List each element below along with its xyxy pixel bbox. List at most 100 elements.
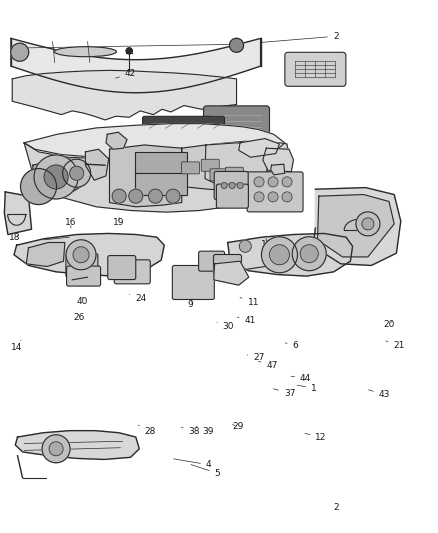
Circle shape <box>42 435 70 463</box>
Polygon shape <box>318 195 394 257</box>
Circle shape <box>21 168 57 205</box>
Text: 11: 11 <box>240 297 259 307</box>
Text: 5: 5 <box>191 465 220 478</box>
Text: 30: 30 <box>217 322 234 330</box>
Polygon shape <box>239 139 279 157</box>
Text: 40: 40 <box>77 297 88 305</box>
Polygon shape <box>26 243 65 266</box>
Text: 42: 42 <box>116 69 136 78</box>
Polygon shape <box>14 233 164 276</box>
Circle shape <box>230 38 244 52</box>
FancyBboxPatch shape <box>66 253 98 278</box>
FancyBboxPatch shape <box>225 167 244 179</box>
Polygon shape <box>205 143 267 189</box>
FancyBboxPatch shape <box>285 52 346 86</box>
Circle shape <box>269 245 290 265</box>
Circle shape <box>254 177 264 187</box>
Circle shape <box>221 182 227 189</box>
Text: 20: 20 <box>383 320 395 328</box>
Polygon shape <box>85 149 109 180</box>
FancyBboxPatch shape <box>181 162 200 174</box>
Polygon shape <box>214 261 249 285</box>
Polygon shape <box>4 192 32 235</box>
Circle shape <box>63 159 91 187</box>
FancyBboxPatch shape <box>108 255 136 280</box>
Polygon shape <box>33 157 88 195</box>
Text: 4: 4 <box>173 459 212 469</box>
FancyBboxPatch shape <box>216 184 248 208</box>
Text: 2: 2 <box>261 32 339 43</box>
Polygon shape <box>15 431 139 459</box>
Text: 29: 29 <box>232 422 244 431</box>
Text: 47: 47 <box>258 361 278 369</box>
Circle shape <box>268 177 278 187</box>
FancyBboxPatch shape <box>135 173 187 195</box>
Circle shape <box>148 189 162 203</box>
Circle shape <box>261 237 297 273</box>
Circle shape <box>34 155 78 199</box>
Polygon shape <box>106 132 127 149</box>
Text: 16: 16 <box>65 219 76 228</box>
Circle shape <box>282 177 292 187</box>
FancyBboxPatch shape <box>204 106 269 148</box>
Text: 24: 24 <box>129 294 146 303</box>
FancyBboxPatch shape <box>114 260 150 284</box>
Circle shape <box>73 247 89 263</box>
Text: 21: 21 <box>386 341 405 350</box>
Text: 38: 38 <box>181 427 200 436</box>
Text: 14: 14 <box>11 340 22 352</box>
Circle shape <box>49 442 63 456</box>
Circle shape <box>292 237 326 271</box>
Text: 12: 12 <box>305 433 327 441</box>
Circle shape <box>229 182 235 189</box>
Circle shape <box>237 182 243 189</box>
FancyBboxPatch shape <box>210 169 228 181</box>
Polygon shape <box>12 70 237 120</box>
FancyBboxPatch shape <box>67 266 101 286</box>
Polygon shape <box>24 124 285 161</box>
Text: 41: 41 <box>237 317 256 325</box>
Polygon shape <box>110 145 182 207</box>
Circle shape <box>239 240 251 252</box>
FancyBboxPatch shape <box>201 159 219 171</box>
Circle shape <box>129 189 143 203</box>
Text: 44: 44 <box>291 374 311 383</box>
Polygon shape <box>182 141 280 191</box>
Circle shape <box>166 189 180 203</box>
Text: 37: 37 <box>273 389 295 398</box>
Polygon shape <box>11 38 261 93</box>
Text: 17: 17 <box>351 235 371 243</box>
Circle shape <box>268 192 278 202</box>
FancyBboxPatch shape <box>213 254 241 279</box>
Circle shape <box>254 192 264 202</box>
FancyBboxPatch shape <box>172 265 214 300</box>
Circle shape <box>356 212 380 236</box>
Polygon shape <box>271 164 285 175</box>
Circle shape <box>126 48 132 54</box>
Text: 43: 43 <box>368 390 390 399</box>
Polygon shape <box>313 188 401 265</box>
FancyBboxPatch shape <box>247 172 303 212</box>
Text: 18: 18 <box>9 233 20 241</box>
Text: 19: 19 <box>113 217 124 227</box>
Text: 9: 9 <box>187 301 193 309</box>
Text: 28: 28 <box>138 425 156 436</box>
Circle shape <box>112 189 126 203</box>
Text: 2: 2 <box>333 503 339 512</box>
Ellipse shape <box>54 47 117 56</box>
Polygon shape <box>228 233 353 276</box>
Text: 39: 39 <box>196 426 214 436</box>
Text: 19: 19 <box>261 239 272 248</box>
Circle shape <box>362 218 374 230</box>
Text: 27: 27 <box>247 353 265 361</box>
Text: 26: 26 <box>74 313 85 321</box>
Circle shape <box>282 192 292 202</box>
Circle shape <box>66 240 96 270</box>
Circle shape <box>44 165 68 189</box>
Polygon shape <box>263 148 293 172</box>
FancyBboxPatch shape <box>198 251 225 271</box>
FancyBboxPatch shape <box>214 172 248 199</box>
Text: 6: 6 <box>285 341 298 350</box>
FancyBboxPatch shape <box>142 116 225 135</box>
Polygon shape <box>24 143 289 212</box>
